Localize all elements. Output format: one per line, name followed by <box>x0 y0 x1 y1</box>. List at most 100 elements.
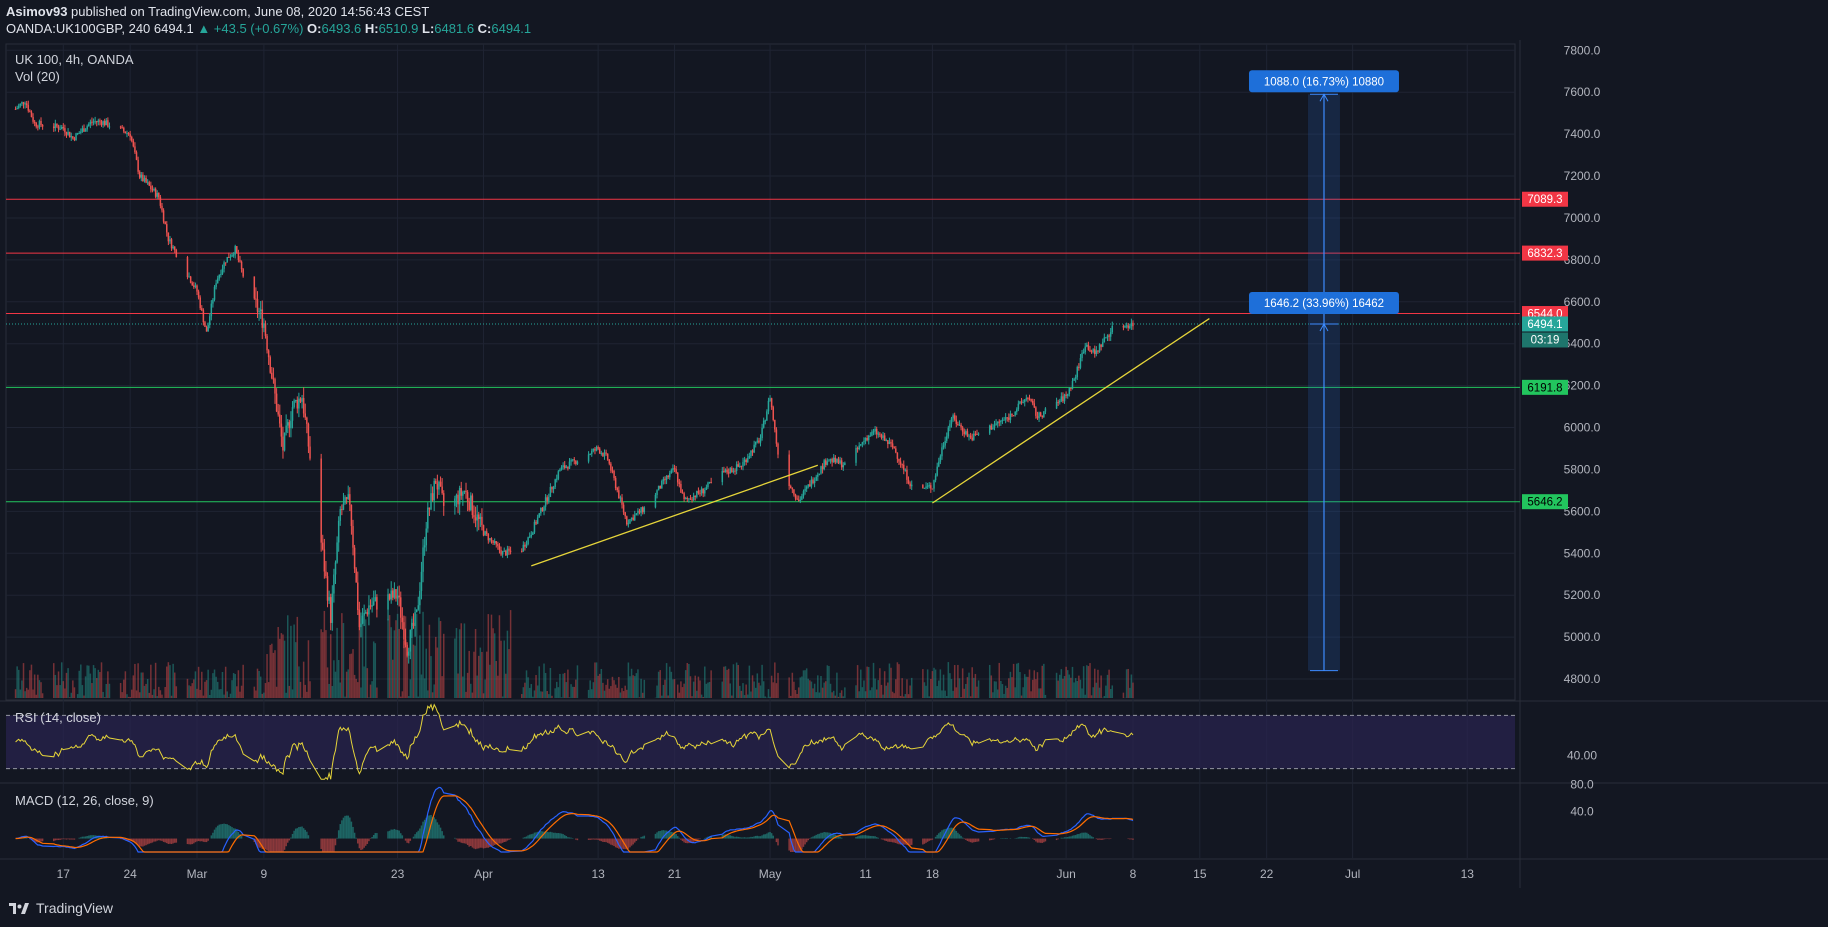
symbol-name[interactable]: OANDA:UK100GBP, 240 <box>6 21 151 36</box>
macd-histogram-bar <box>901 838 903 845</box>
volume-bar <box>503 640 505 698</box>
volume-bar <box>942 674 945 698</box>
macd-histogram-bar <box>934 836 937 839</box>
macd-histogram-bar <box>1130 838 1133 840</box>
macd-histogram-bar <box>1063 837 1066 839</box>
publisher-name[interactable]: Asimov93 <box>6 4 68 19</box>
macd-histogram-bar <box>1043 838 1045 843</box>
volume-bar <box>976 686 978 698</box>
volume-bar <box>893 693 895 698</box>
candle-body <box>694 495 696 497</box>
macd-histogram-bar <box>1084 832 1086 839</box>
macd-histogram-bar <box>548 832 550 839</box>
candle-body <box>520 551 523 553</box>
volume-bar <box>266 654 268 698</box>
candle-body <box>1014 411 1016 416</box>
candle-body <box>686 497 689 499</box>
macd-histogram-bar <box>632 838 634 845</box>
macd-histogram-bar <box>29 838 31 840</box>
tradingview-logo[interactable]: TradingView <box>8 900 113 916</box>
macd-histogram-bar <box>294 828 297 839</box>
candle-body <box>218 274 221 279</box>
macd-histogram-bar <box>789 838 792 852</box>
candle-body <box>665 475 668 480</box>
volume-bar <box>723 666 725 698</box>
volume-bar <box>102 691 104 698</box>
macd-histogram-bar <box>622 838 625 850</box>
volume-bar <box>613 680 615 698</box>
chart-legend-title[interactable]: UK 100, 4h, OANDA <box>15 52 134 67</box>
macd-histogram-bar <box>866 835 868 839</box>
macd-histogram-bar <box>568 837 571 839</box>
volume-bar <box>493 633 496 698</box>
volume-bar <box>1111 685 1114 698</box>
volume-bar <box>957 664 959 698</box>
candle-body <box>411 622 413 630</box>
macd-histogram-bar <box>524 837 526 839</box>
candle-body <box>473 515 475 518</box>
macd-histogram-bar <box>428 815 431 839</box>
candle-body <box>608 459 611 464</box>
macd-histogram-bar <box>877 837 880 839</box>
volume-bar <box>1014 687 1016 698</box>
volume-bar <box>726 669 728 698</box>
candle-body <box>871 431 873 436</box>
volume-bar <box>143 685 146 698</box>
volume-bar <box>764 696 767 698</box>
volume-bar <box>571 686 574 698</box>
candle-body <box>754 441 757 445</box>
volume-bar <box>761 664 763 698</box>
volume-bar <box>1060 669 1063 698</box>
volume-bar <box>282 634 284 698</box>
volume-bar <box>739 685 741 698</box>
volume-bar <box>724 666 727 698</box>
candle-body <box>1084 346 1086 353</box>
macd-histogram-bar <box>331 838 334 852</box>
macd-histogram-bar <box>465 838 467 844</box>
y-tick-label: 6400.0 <box>1564 337 1601 351</box>
macd-histogram-bar <box>191 838 193 845</box>
volume-bar <box>743 695 746 698</box>
macd-histogram-bar <box>1073 835 1075 839</box>
candle-body <box>1060 396 1063 401</box>
macd-histogram-bar <box>196 838 198 842</box>
volume-bar <box>1105 685 1107 698</box>
macd-histogram-bar <box>810 837 813 839</box>
volume-bar <box>127 696 130 698</box>
macd-histogram-bar <box>522 837 525 839</box>
macd-histogram-bar <box>153 838 155 842</box>
volume-bar <box>1044 694 1047 698</box>
candle-body <box>302 398 305 414</box>
candle-body <box>387 594 389 610</box>
macd-histogram-bar <box>974 838 977 842</box>
volume-bar <box>977 680 980 698</box>
macd-histogram-bar <box>387 831 389 839</box>
candle-body <box>697 490 700 494</box>
macd-histogram-bar <box>621 838 623 849</box>
macd-histogram-bar <box>941 830 943 839</box>
volume-bar <box>938 680 940 698</box>
candle-body <box>129 134 131 137</box>
volume-bar <box>132 675 135 698</box>
volume-bar <box>605 684 607 698</box>
candle-body <box>1033 403 1036 408</box>
volume-bar <box>793 681 795 698</box>
macd-histogram-bar <box>753 836 755 839</box>
candle-body <box>501 551 504 555</box>
volume-bar <box>796 693 798 698</box>
macd-histogram-bar <box>750 836 752 839</box>
volume-bar <box>376 687 378 698</box>
macd-histogram-bar <box>170 838 173 845</box>
volume-bar <box>283 640 286 698</box>
macd-histogram-bar <box>969 838 972 843</box>
macd-legend[interactable]: MACD (12, 26, close, 9) <box>15 793 154 808</box>
macd-histogram-bar <box>689 838 692 843</box>
projection-label: 1088.0 (16.73%) 10880 <box>1264 76 1384 88</box>
candle-body <box>142 174 144 182</box>
volume-bar <box>401 691 404 698</box>
candle-body <box>438 481 440 490</box>
rsi-legend[interactable]: RSI (14, close) <box>15 710 101 725</box>
volume-bar <box>672 679 674 698</box>
volume-legend[interactable]: Vol (20) <box>15 69 60 84</box>
